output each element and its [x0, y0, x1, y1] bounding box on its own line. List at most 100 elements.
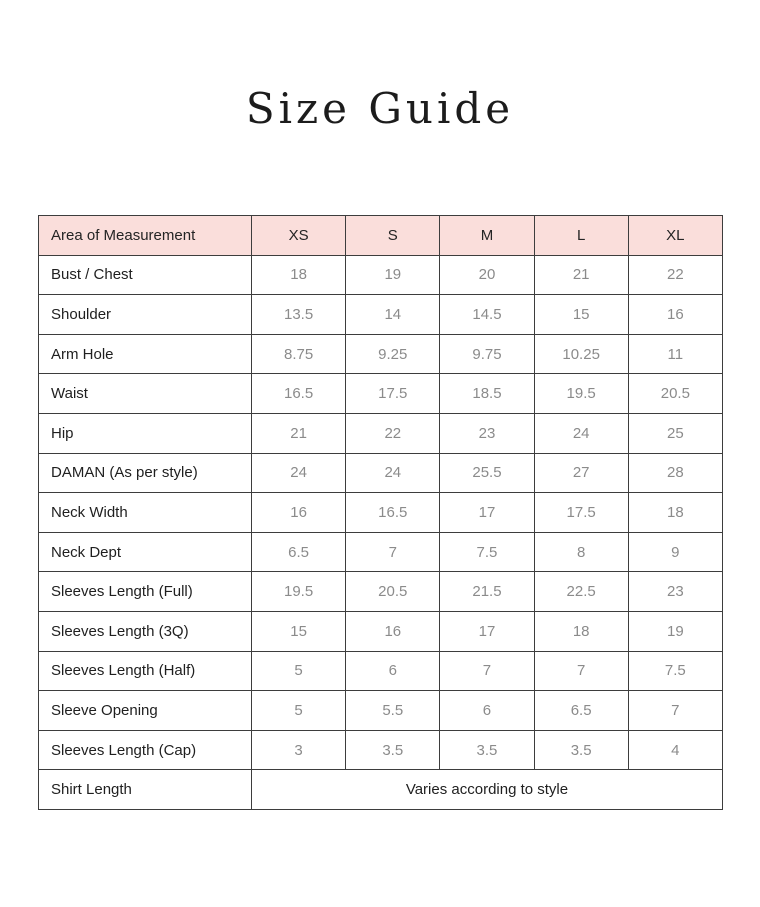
measurement-value: 21.5 — [439, 571, 535, 612]
measurement-value: 23 — [439, 412, 535, 454]
measurement-value: 3.5 — [345, 729, 441, 771]
table-header: Area of Measurement XS S M L XL — [38, 215, 723, 256]
measurement-label: Bust / Chest — [38, 254, 252, 296]
measurement-value: 19.5 — [250, 571, 347, 612]
measurement-value: 16 — [627, 294, 723, 335]
measurement-value: 6 — [439, 690, 535, 731]
table-row: Waist 16.5 17.5 18.5 19.5 20.5 — [38, 373, 723, 414]
measurement-value: 7 — [533, 650, 629, 692]
measurement-label: Sleeves Length (Cap) — [38, 729, 252, 771]
measurement-value: 20.5 — [345, 571, 441, 612]
measurement-label: Waist — [38, 373, 252, 414]
measurement-value: 24 — [345, 452, 441, 494]
measurement-value: 22 — [627, 254, 723, 296]
shirt-length-note: Varies according to style — [251, 769, 723, 810]
table-row: Arm Hole 8.75 9.25 9.75 10.25 11 — [38, 333, 723, 375]
measurement-value: 7 — [627, 690, 723, 731]
measurement-label: DAMAN (As per style) — [38, 452, 252, 494]
measurement-value: 13.5 — [250, 294, 347, 335]
table-row: Sleeves Length (Full) 19.5 20.5 21.5 22.5 23 — [38, 571, 723, 612]
measurement-value: 27 — [533, 452, 629, 494]
measurement-value: 19 — [627, 610, 723, 652]
measurement-value: 16 — [345, 610, 441, 652]
table-row: Sleeve Opening 5 5.5 6 6.5 7 — [38, 690, 723, 731]
measurement-label: Neck Width — [38, 492, 252, 533]
measurement-value: 17 — [439, 610, 535, 652]
measurement-value: 16.5 — [345, 492, 441, 533]
measurement-value: 8 — [533, 531, 629, 573]
measurement-value: 28 — [627, 452, 723, 494]
measurement-value: 6.5 — [533, 690, 629, 731]
measurement-value: 20 — [439, 254, 535, 296]
measurement-label: Neck Dept — [38, 531, 252, 573]
header-size-xs: XS — [250, 215, 347, 256]
measurement-value: 25.5 — [439, 452, 535, 494]
page-title: Size Guide — [245, 84, 515, 133]
measurement-value: 24 — [250, 452, 347, 494]
measurement-value: 17.5 — [533, 492, 629, 533]
table-row: Bust / Chest 18 19 20 21 22 — [38, 254, 723, 296]
measurement-value: 5 — [250, 650, 347, 692]
measurement-value: 21 — [533, 254, 629, 296]
table-row: Sleeves Length (Cap) 3 3.5 3.5 3.5 4 — [38, 729, 723, 771]
measurement-value: 16 — [250, 492, 347, 533]
measurement-value: 5 — [250, 690, 347, 731]
table-row: Shirt Length Varies according to style — [38, 769, 723, 810]
measurement-value: 6.5 — [250, 531, 347, 573]
table-row: Hip 21 22 23 24 25 — [38, 412, 723, 454]
measurement-value: 15 — [250, 610, 347, 652]
measurement-label: Sleeves Length (Half) — [38, 650, 252, 692]
measurement-value: 18 — [250, 254, 347, 296]
measurement-value: 21 — [250, 412, 347, 454]
table-row: Neck Width 16 16.5 17 17.5 18 — [38, 492, 723, 533]
measurement-value: 14 — [345, 294, 441, 335]
header-size-l: L — [533, 215, 629, 256]
measurement-label: Sleeves Length (3Q) — [38, 610, 252, 652]
measurement-value: 20.5 — [627, 373, 723, 414]
table-row: Sleeves Length (3Q) 15 16 17 18 19 — [38, 610, 723, 652]
measurement-value: 7 — [439, 650, 535, 692]
measurement-label: Arm Hole — [38, 333, 252, 375]
measurement-value: 19 — [345, 254, 441, 296]
table-body: Bust / Chest 18 19 20 21 22 Shoulder 13.5 14 14.5… — [38, 254, 723, 771]
table-footer: Shirt Length Varies according to style — [38, 769, 723, 810]
table-row: Sleeves Length (Half) 5 6 7 7 7.5 — [38, 650, 723, 692]
measurement-value: 10.25 — [533, 333, 629, 375]
measurement-value: 8.75 — [250, 333, 347, 375]
header-row: Area of Measurement XS S M L XL — [38, 215, 723, 256]
measurement-value: 3.5 — [533, 729, 629, 771]
measurement-value: 15 — [533, 294, 629, 335]
measurement-value: 6 — [345, 650, 441, 692]
measurement-value: 11 — [627, 333, 723, 375]
measurement-label: Sleeves Length (Full) — [38, 571, 252, 612]
measurement-value: 9 — [627, 531, 723, 573]
measurement-value: 22.5 — [533, 571, 629, 612]
table-row: Neck Dept 6.5 7 7.5 8 9 — [38, 531, 723, 573]
measurement-label: Sleeve Opening — [38, 690, 252, 731]
measurement-value: 5.5 — [345, 690, 441, 731]
measurement-value: 18 — [627, 492, 723, 533]
measurement-value: 24 — [533, 412, 629, 454]
header-size-m: M — [439, 215, 535, 256]
measurement-value: 17.5 — [345, 373, 441, 414]
measurement-value: 25 — [627, 412, 723, 454]
measurement-value: 7.5 — [627, 650, 723, 692]
table-row: DAMAN (As per style) 24 24 25.5 27 28 — [38, 452, 723, 494]
measurement-label: Shoulder — [38, 294, 252, 335]
table-row: Shoulder 13.5 14 14.5 15 16 — [38, 294, 723, 335]
measurement-value: 18.5 — [439, 373, 535, 414]
measurement-value: 7.5 — [439, 531, 535, 573]
size-guide-table: Area of Measurement XS S M L XL Bust / C… — [38, 215, 723, 810]
measurement-value: 9.75 — [439, 333, 535, 375]
measurement-value: 19.5 — [533, 373, 629, 414]
measurement-label: Shirt Length — [38, 769, 252, 810]
measurement-value: 22 — [345, 412, 441, 454]
measurement-value: 4 — [627, 729, 723, 771]
measurement-label: Hip — [38, 412, 252, 454]
header-size-xl: XL — [627, 215, 723, 256]
measurement-value: 9.25 — [345, 333, 441, 375]
measurement-value: 16.5 — [250, 373, 347, 414]
header-area-of-measurement: Area of Measurement — [38, 215, 252, 256]
measurement-value: 3 — [250, 729, 347, 771]
header-size-s: S — [345, 215, 441, 256]
